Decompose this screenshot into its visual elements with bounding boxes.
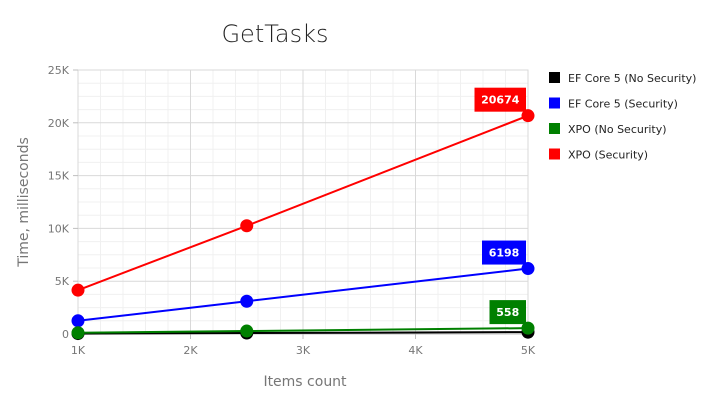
x-tick-label: 3K [296,344,311,357]
data-label-box [474,87,526,112]
data-labels: 6198 558 20674 [474,87,526,325]
data-point[interactable] [71,283,85,297]
legend-label: XPO (No Security) [568,123,667,136]
y-tick-label: 20K [48,117,70,130]
x-tick-label: 2K [183,344,198,357]
legend: EF Core 5 (No Security) EF Core 5 (Securi… [549,72,696,162]
data-point[interactable] [521,262,535,276]
legend-marker [549,97,560,109]
y-tick-label: 10K [48,222,70,235]
legend-marker [549,123,560,134]
x-tick-label: 1K [71,344,86,357]
data-label: 558 [496,306,519,319]
legend-marker [549,72,560,83]
data-point[interactable] [240,294,254,308]
data-label: 20674 [481,94,520,107]
y-tick-label: 5K [55,275,70,288]
data-point[interactable] [71,326,85,340]
legend-label: XPO (Security) [568,149,648,162]
x-tick-label: 5K [521,344,536,357]
x-axis-title: Items count [263,374,347,390]
data-point[interactable] [521,321,535,335]
data-point[interactable] [240,219,254,233]
data-point[interactable] [240,324,254,338]
axes: 1K 2K 3K 4K 5K 0 5K 10K 15K 20K 25K [48,64,536,357]
series-layer [71,109,535,341]
data-label-box [489,300,526,325]
data-label-box [482,240,526,265]
y-tick-label: 15K [48,170,70,183]
data-point[interactable] [521,109,535,123]
chart-title: GetTasks [221,20,328,48]
data-point[interactable] [71,314,85,328]
y-tick-label: 25K [48,64,70,77]
legend-label: EF Core 5 (Security) [568,98,678,111]
data-label: 6198 [489,247,520,260]
y-tick-label: 0 [62,328,69,341]
y-axis-title: Time, milliseconds [16,137,32,268]
legend-marker [549,148,560,160]
legend-label: EF Core 5 (No Security) [568,72,696,85]
x-tick-label: 4K [408,344,423,357]
